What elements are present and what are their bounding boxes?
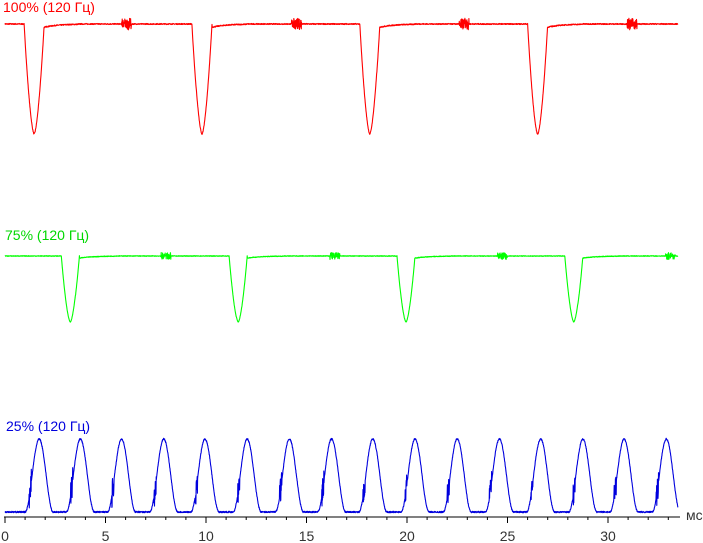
series-2-event-4 <box>573 321 575 323</box>
series-3-event-1 <box>38 438 40 440</box>
series-1-event-1 <box>33 133 35 135</box>
series-3-event-15 <box>623 438 625 440</box>
series-label-75: 75% (120 Гц) <box>5 227 89 243</box>
x-tick-label: 25 <box>500 528 516 543</box>
x-tick-label: 0 <box>1 528 9 543</box>
series-1-event-3 <box>369 133 371 135</box>
series-line-3 <box>4 437 679 514</box>
series-3-event-5 <box>204 438 206 440</box>
series-3-event-13 <box>540 438 542 440</box>
series-1-event-2 <box>201 133 203 135</box>
series-2-event-3 <box>405 321 407 323</box>
series-3-event-3 <box>121 438 123 440</box>
series-3-event-16 <box>665 438 667 440</box>
series-3-event-8 <box>331 438 333 440</box>
series-2-event-1 <box>69 321 71 323</box>
series-line-2 <box>4 252 679 323</box>
series-line-1 <box>4 17 679 135</box>
series-label-25: 25% (120 Гц) <box>6 418 90 434</box>
series-3-event-4 <box>163 438 165 440</box>
series-3-event-2 <box>79 438 81 440</box>
series-3-event-14 <box>582 438 584 440</box>
series-3-event-7 <box>288 438 290 440</box>
series-3-event-10 <box>414 438 416 440</box>
x-tick-label: 20 <box>399 528 415 543</box>
x-tick-label: 5 <box>102 528 110 543</box>
x-tick-label: 15 <box>299 528 315 543</box>
series-1-event-4 <box>537 133 539 135</box>
x-tick-label: 30 <box>600 528 616 543</box>
x-tick-label: 10 <box>198 528 214 543</box>
x-axis: 0 5 10 15 20 25 30 <box>1 517 669 543</box>
series-3-event-9 <box>372 438 374 440</box>
series-3-event-6 <box>246 438 248 440</box>
traces-group <box>4 17 679 514</box>
series-3-event-12 <box>499 438 501 440</box>
series-3-event-11 <box>456 438 458 440</box>
x-axis-unit: мс <box>686 507 703 523</box>
series-label-100: 100% (120 Гц) <box>3 0 95 15</box>
series-2-event-2 <box>237 321 239 323</box>
